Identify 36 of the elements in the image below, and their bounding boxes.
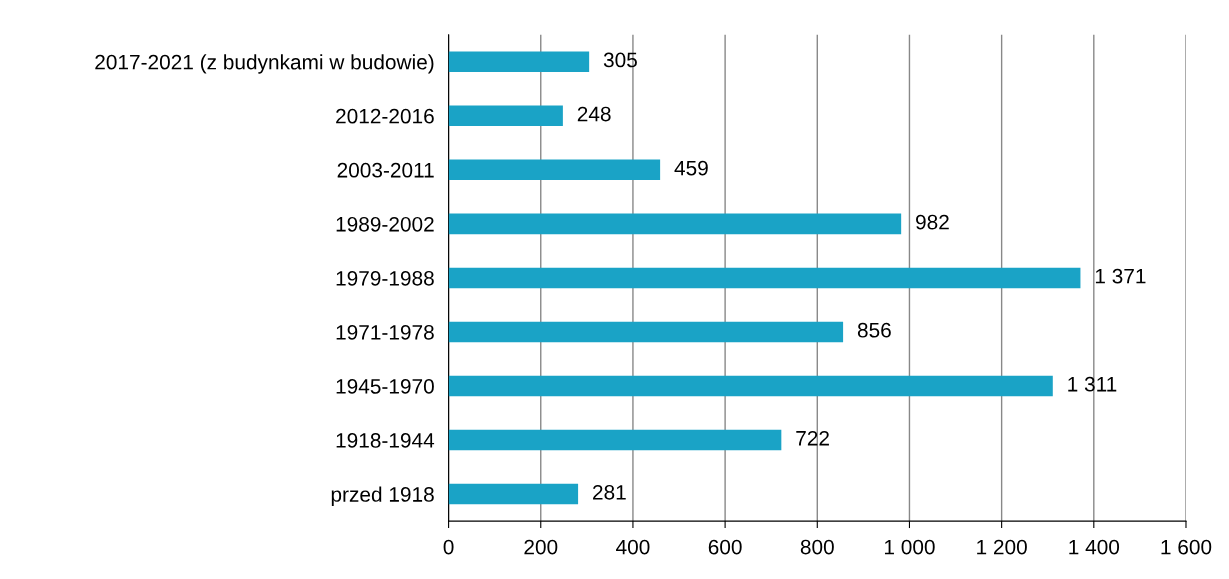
y-tick-label: 2012-2016 [336, 108, 434, 124]
bar [448, 159, 661, 181]
x-tick-label: 600 [708, 539, 742, 555]
bar [448, 321, 844, 343]
y-tick-label: 2003-2011 [337, 162, 434, 178]
bar [448, 213, 902, 235]
y-tick-label: 1979-1988 [336, 270, 434, 286]
y-tick-label: 1971-1978 [336, 324, 434, 340]
y-tick-label: przed 1918 [331, 486, 434, 506]
data-label: 305 [603, 52, 637, 68]
x-tick-label: 200 [524, 539, 558, 555]
x-tick-label: 1 000 [884, 539, 935, 555]
x-tick-label: 400 [616, 539, 650, 555]
x-tick-label: 1 600 [1161, 539, 1212, 555]
data-label: 459 [674, 160, 708, 176]
y-tick-label: 1918-1944 [336, 433, 435, 448]
x-tick-label: 800 [800, 539, 834, 555]
bar [448, 267, 1081, 289]
bar [448, 51, 590, 73]
data-label: 248 [577, 106, 611, 122]
x-tick-label: 1 200 [977, 539, 1027, 555]
data-label: 856 [857, 322, 891, 338]
y-tick-label: 2017-2021 (z budynkami w budowie) [95, 54, 434, 74]
data-label: 722 [796, 430, 829, 446]
y-tick-label: 1945-1970 [336, 379, 434, 394]
data-label: 1 371 [1095, 268, 1146, 284]
data-label: 982 [916, 214, 949, 230]
bar [448, 429, 782, 451]
data-label: 1 311 [1068, 376, 1117, 392]
y-tick-label: 1989-2002 [336, 216, 434, 232]
x-tick-label: 0 [443, 539, 454, 555]
bar [448, 483, 579, 505]
bar [448, 105, 563, 127]
bar [448, 375, 1053, 397]
data-label: 281 [593, 484, 626, 500]
x-tick-label: 1 400 [1069, 539, 1120, 555]
